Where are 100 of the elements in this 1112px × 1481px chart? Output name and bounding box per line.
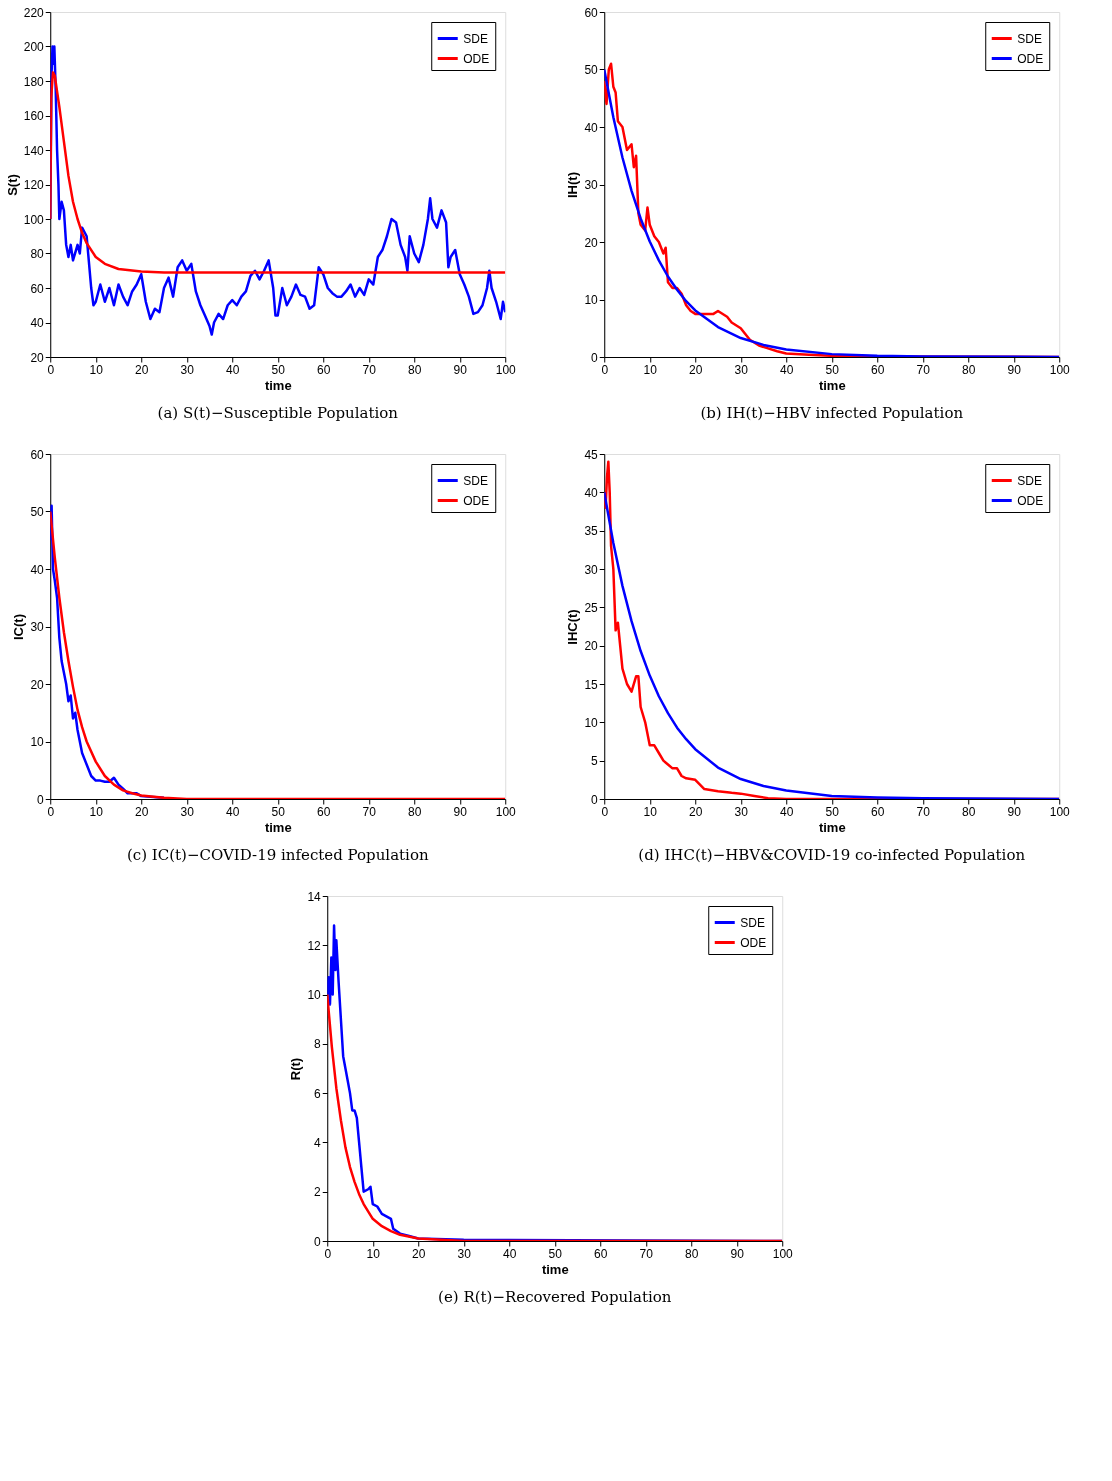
y-tick-label: 160 bbox=[23, 109, 45, 123]
y-tick-label: 50 bbox=[30, 505, 45, 519]
y-tick-label: 4 bbox=[314, 1135, 322, 1150]
x-tick-label: 80 bbox=[408, 804, 422, 819]
legend-label: SDE bbox=[1017, 31, 1042, 46]
y-tick-label: 35 bbox=[584, 524, 599, 539]
y-tick-label: 40 bbox=[584, 485, 599, 500]
x-tick-label: 90 bbox=[1007, 804, 1022, 819]
y-tick-label: 200 bbox=[23, 40, 45, 54]
y-tick-label: 60 bbox=[584, 5, 599, 20]
x-tick-label: 40 bbox=[780, 362, 794, 377]
x-axis-title: time bbox=[264, 377, 292, 393]
y-tick-label: 20 bbox=[584, 235, 599, 250]
x-tick-label: 20 bbox=[135, 362, 149, 377]
y-tick-label: 0 bbox=[314, 1234, 322, 1249]
x-tick-label: 50 bbox=[271, 804, 286, 819]
x-tick-label: 90 bbox=[453, 362, 468, 377]
x-axis-title: time bbox=[264, 819, 292, 835]
x-tick-label: 100 bbox=[495, 804, 517, 819]
x-tick-label: 50 bbox=[271, 362, 286, 377]
x-axis-title: time bbox=[818, 819, 846, 835]
x-tick-label: 10 bbox=[366, 1246, 381, 1261]
x-tick-label: 10 bbox=[89, 362, 104, 377]
x-tick-label: 60 bbox=[871, 362, 885, 377]
x-tick-label: 80 bbox=[962, 804, 976, 819]
legend-label: SDE bbox=[463, 473, 488, 488]
y-tick-label: 45 bbox=[584, 447, 599, 462]
y-tick-label: 50 bbox=[584, 63, 599, 77]
x-tick-label: 20 bbox=[135, 804, 149, 819]
x-axis-title: time bbox=[818, 377, 846, 393]
y-tick-label: 180 bbox=[23, 74, 45, 89]
x-tick-label: 50 bbox=[825, 804, 840, 819]
y-tick-label: 12 bbox=[307, 938, 322, 953]
y-tick-label: 8 bbox=[314, 1037, 322, 1052]
text: (e) R(t)−Recovered Population bbox=[438, 1288, 672, 1306]
x-tick-label: 80 bbox=[685, 1246, 699, 1261]
y-axis-title: IC(t) bbox=[11, 614, 27, 640]
x-tick-label: 0 bbox=[601, 804, 609, 819]
y-tick-label: 60 bbox=[30, 281, 45, 296]
y-tick-label: 30 bbox=[30, 620, 45, 634]
legend-label: SDE bbox=[740, 915, 765, 930]
x-tick-label: 0 bbox=[601, 362, 609, 377]
y-tick-label: 14 bbox=[307, 889, 322, 904]
x-tick-label: 70 bbox=[362, 362, 377, 377]
y-axis-title: S(t) bbox=[4, 174, 20, 196]
y-tick-label: 30 bbox=[584, 562, 599, 577]
y-tick-label: 30 bbox=[584, 178, 599, 192]
x-tick-label: 90 bbox=[730, 1246, 745, 1261]
x-tick-label: 70 bbox=[362, 804, 377, 819]
y-tick-label: 10 bbox=[307, 988, 322, 1003]
y-tick-label: 5 bbox=[591, 754, 599, 769]
x-tick-label: 10 bbox=[643, 804, 658, 819]
legend-label: ODE bbox=[463, 493, 490, 508]
y-tick-label: 2 bbox=[314, 1185, 322, 1200]
x-tick-label: 30 bbox=[180, 362, 195, 377]
line-series bbox=[50, 45, 506, 336]
x-tick-label: 0 bbox=[324, 1246, 332, 1261]
x-tick-label: 30 bbox=[180, 804, 195, 819]
legend-label: SDE bbox=[1017, 473, 1042, 488]
x-tick-label: 0 bbox=[47, 362, 55, 377]
y-tick-label: 10 bbox=[584, 715, 599, 730]
x-tick-label: 10 bbox=[643, 362, 658, 377]
x-tick-label: 90 bbox=[453, 804, 468, 819]
x-tick-label: 40 bbox=[226, 362, 240, 377]
x-tick-label: 90 bbox=[1007, 362, 1022, 377]
x-tick-label: 50 bbox=[548, 1246, 563, 1261]
legend-label: ODE bbox=[463, 51, 490, 66]
x-tick-label: 80 bbox=[408, 362, 422, 377]
x-tick-label: 40 bbox=[503, 1246, 517, 1261]
x-tick-label: 40 bbox=[780, 804, 794, 819]
x-tick-label: 20 bbox=[689, 362, 703, 377]
x-tick-label: 80 bbox=[962, 362, 976, 377]
y-tick-label: 120 bbox=[23, 178, 45, 192]
legend-label: ODE bbox=[1017, 493, 1044, 508]
x-tick-label: 100 bbox=[495, 362, 517, 377]
legend-label: ODE bbox=[1017, 51, 1044, 66]
y-tick-label: 80 bbox=[30, 247, 45, 261]
x-tick-label: 20 bbox=[412, 1246, 426, 1261]
y-tick-label: 25 bbox=[584, 600, 599, 615]
y-tick-label: 15 bbox=[584, 677, 599, 692]
text: (c) IC(t)−COVID-19 infected Population bbox=[126, 846, 429, 864]
text: (b) IH(t)−HBV infected Population bbox=[700, 404, 964, 422]
y-tick-label: 10 bbox=[30, 735, 45, 749]
legend-label: ODE bbox=[740, 935, 767, 950]
y-tick-label: 20 bbox=[30, 677, 45, 692]
legend-label: SDE bbox=[463, 31, 488, 46]
x-tick-label: 70 bbox=[916, 362, 931, 377]
y-tick-label: 0 bbox=[37, 792, 45, 807]
y-tick-label: 0 bbox=[591, 792, 599, 807]
y-tick-label: 40 bbox=[30, 562, 45, 577]
y-tick-label: 0 bbox=[591, 350, 599, 365]
text: (d) IHC(t)−HBV&COVID-19 co-infected Population bbox=[638, 846, 1026, 864]
x-tick-label: 60 bbox=[871, 804, 885, 819]
y-tick-label: 20 bbox=[30, 350, 45, 365]
y-tick-label: 40 bbox=[584, 120, 599, 135]
x-axis-title: time bbox=[541, 1261, 569, 1277]
x-tick-label: 100 bbox=[1049, 362, 1071, 377]
y-tick-label: 10 bbox=[584, 293, 599, 307]
x-tick-label: 0 bbox=[47, 804, 55, 819]
y-tick-label: 220 bbox=[23, 5, 45, 20]
